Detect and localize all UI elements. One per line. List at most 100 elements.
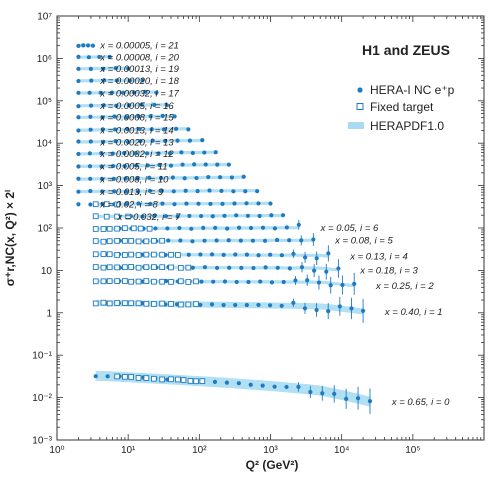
hera-point (262, 238, 268, 243)
curve-label: x = 0.00005, i = 21 (99, 41, 179, 52)
x-axis-label: Q² (GeV²) (246, 458, 299, 472)
hera-point (187, 213, 192, 219)
fixed-target-point (135, 264, 142, 271)
fixed-target-point (151, 278, 157, 285)
hera-point (192, 162, 197, 167)
hera-point (305, 278, 310, 283)
hera-point (344, 396, 349, 401)
hera-point (137, 126, 142, 132)
fixed-target-point (135, 300, 142, 307)
hera-point (202, 238, 207, 243)
hera-point (123, 176, 128, 181)
hera-point (101, 139, 106, 144)
hera-point (111, 163, 116, 169)
hera-point (135, 176, 140, 181)
curve-label: x = 0.05, i = 6 (320, 223, 379, 234)
hera-point (143, 89, 148, 95)
fixed-target-point (185, 301, 192, 308)
hera-point (284, 225, 289, 230)
hera-point (136, 114, 141, 119)
fixed-target-point (122, 252, 128, 258)
legend-marker-herapdf (348, 122, 364, 129)
hera-point (199, 279, 204, 284)
hera-point (140, 214, 145, 219)
fixed-target-point (106, 225, 113, 232)
fixed-target-point (193, 378, 199, 385)
fixed-target-point (106, 251, 113, 258)
fixed-target-point (185, 264, 192, 271)
hera-point (112, 127, 118, 132)
hera-point (170, 175, 175, 180)
hera-point (203, 162, 208, 167)
curve-label: x = 0.00013, i = 19 (99, 64, 179, 75)
hera-point (87, 151, 92, 156)
y-tick-label: 10⁻² (32, 393, 52, 404)
hera-point (144, 151, 150, 156)
hera-point (86, 55, 91, 60)
fixed-target-point (100, 264, 107, 271)
hera-point (112, 114, 117, 119)
hera-point (148, 114, 153, 119)
hera-point (198, 302, 203, 308)
hera-point (177, 225, 182, 231)
curve-label: x = 0.0013, i = 14 (99, 125, 173, 136)
hera-point (98, 90, 103, 95)
fixed-target-point (114, 278, 120, 284)
hera-point (184, 201, 189, 206)
hera-point (133, 151, 138, 156)
hera-point (291, 251, 296, 256)
hera-point (202, 265, 208, 270)
fixed-target-point (114, 264, 120, 271)
hera-point (156, 151, 161, 156)
hera-point (148, 201, 153, 207)
hera-point (219, 188, 224, 193)
hera-point (250, 238, 255, 243)
hera-point (311, 237, 316, 242)
fixed-target-point (92, 201, 99, 208)
curve-label: x = 0.032, i = 7 (117, 212, 182, 223)
fixed-target-point (92, 238, 99, 244)
x-tick-label: 10³ (263, 445, 278, 456)
fixed-target-point (175, 376, 181, 383)
fixed-target-point (100, 278, 107, 285)
hera-point (190, 265, 195, 270)
curve-label: x = 0.00020, i = 18 (99, 76, 179, 87)
curve-label: x = 0.00032, i = 17 (99, 88, 179, 99)
x-tick-label: 10¹ (121, 445, 136, 456)
hera-point (336, 266, 341, 271)
hera-point (207, 188, 212, 193)
hera-point (88, 176, 93, 181)
hera-point (99, 151, 104, 156)
hera-point (222, 213, 227, 218)
fixed-target-point (151, 237, 157, 244)
curve-label: x = 0.65, i = 0 (391, 397, 450, 408)
hera-point (186, 127, 191, 132)
y-tick-label: 10² (38, 224, 53, 235)
hera-point (76, 189, 81, 194)
hera-point (99, 164, 104, 169)
hera-point (360, 308, 366, 313)
fixed-target-point (159, 278, 165, 285)
hera-point (122, 164, 127, 169)
legend-marker-hera (357, 87, 363, 93)
hera-point (93, 374, 98, 379)
hera-point (201, 225, 206, 230)
hera-point (208, 201, 213, 207)
hera-point (107, 54, 112, 59)
hera-point (268, 252, 273, 257)
y-tick-label: 10⁻¹ (32, 351, 52, 362)
fixed-target-point (151, 251, 157, 258)
fixed-target-point (128, 374, 134, 380)
fixed-target-point (159, 376, 165, 383)
hera-point (296, 384, 301, 389)
fixed-target-point (180, 377, 187, 383)
hera-point (145, 163, 150, 168)
hera-point (76, 164, 81, 169)
y-tick-label: 10⁵ (37, 96, 52, 107)
fixed-target-point (175, 252, 181, 258)
fixed-target-point (122, 373, 128, 380)
fixed-target-point (92, 300, 99, 307)
hera-point (152, 102, 157, 107)
hera-point (88, 188, 93, 194)
y-tick-label: 10⁷ (37, 12, 52, 23)
